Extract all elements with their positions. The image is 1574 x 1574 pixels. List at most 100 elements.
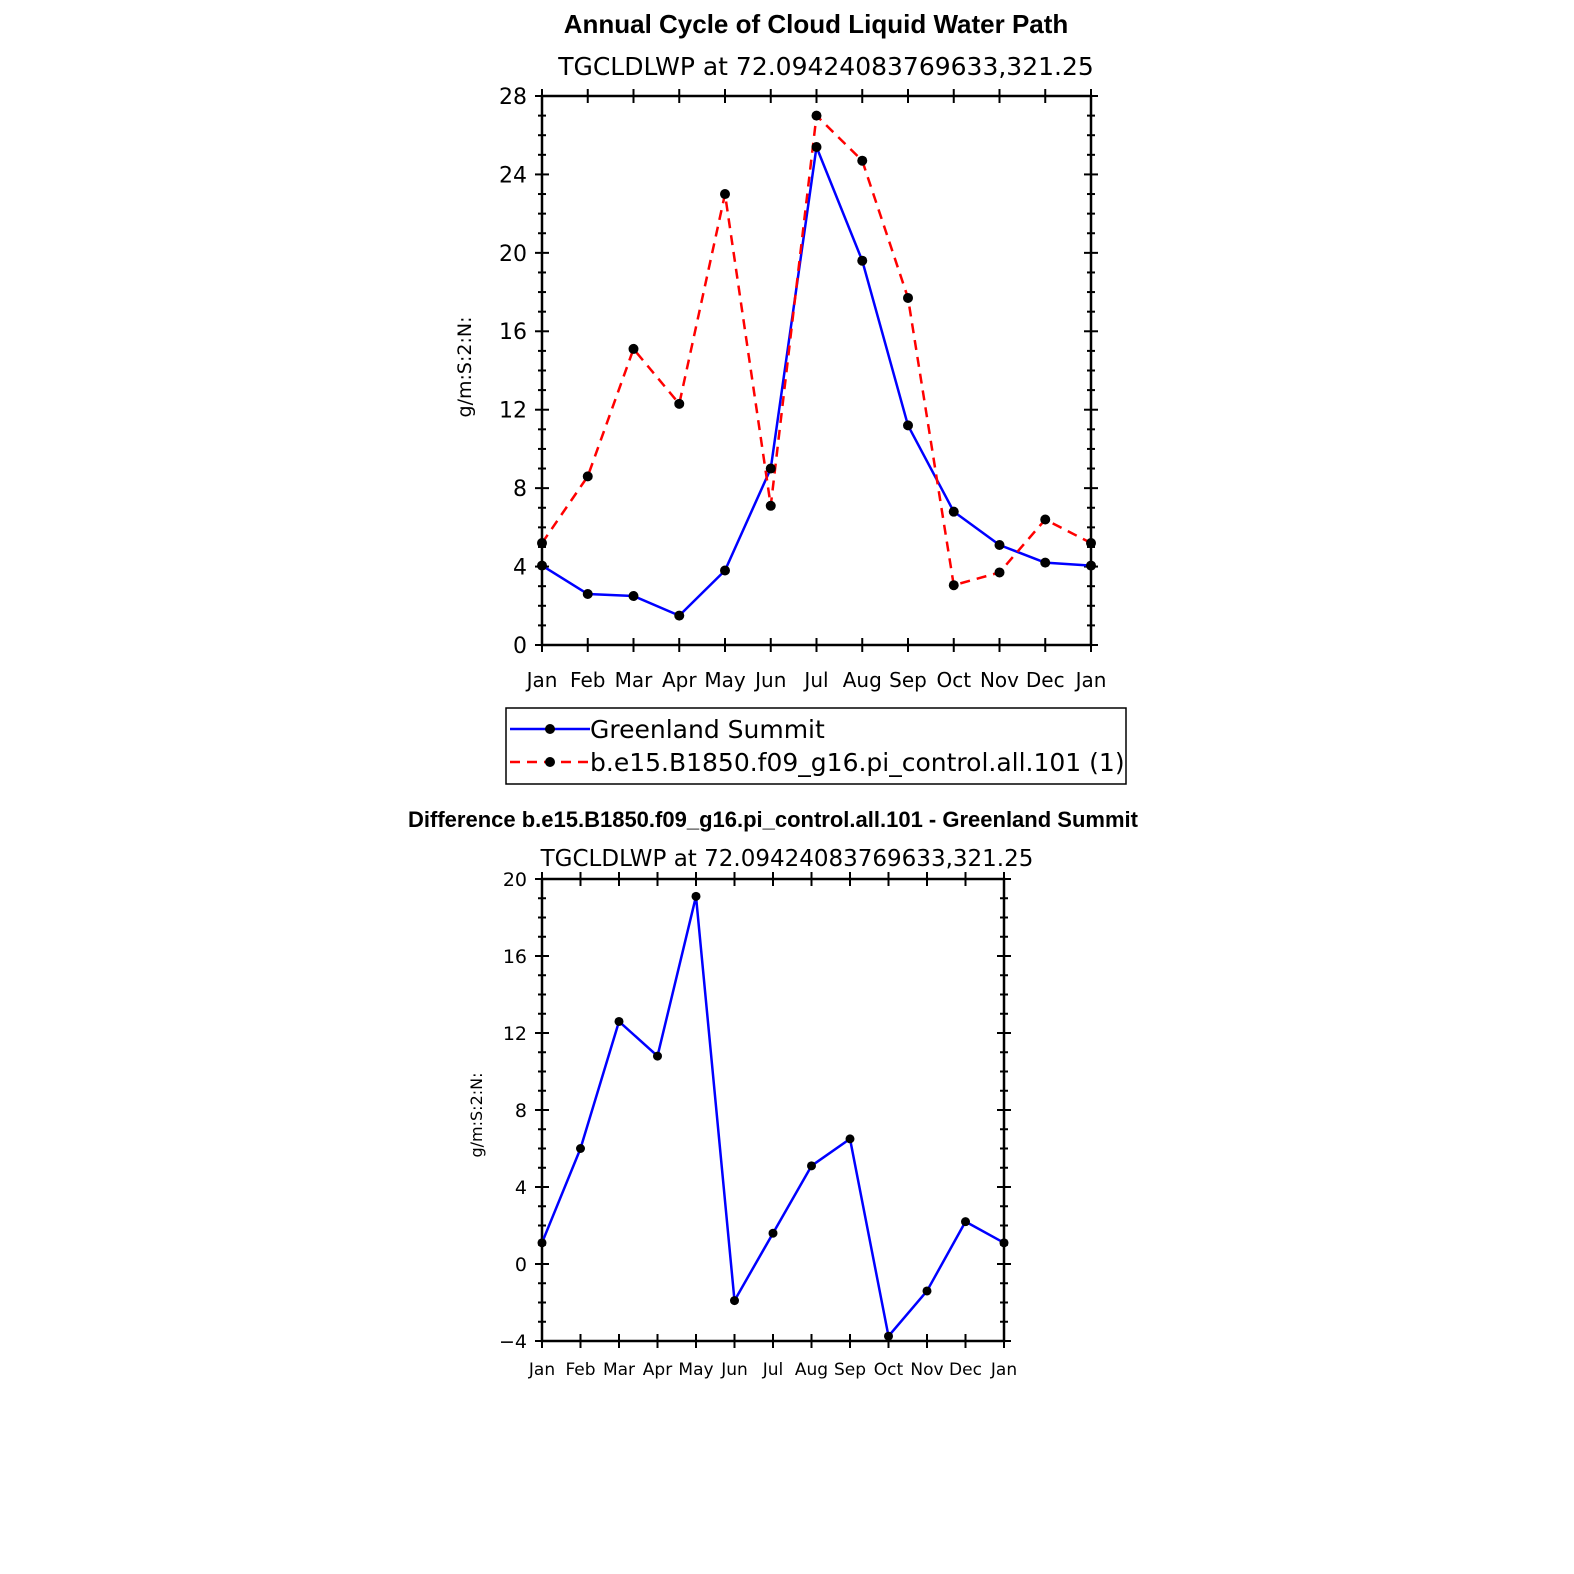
x-tick-label: Jun xyxy=(720,1360,748,1380)
data-point-0 xyxy=(730,1296,739,1305)
data-point-0 xyxy=(857,256,867,266)
data-point-0 xyxy=(537,561,547,571)
data-point-0 xyxy=(766,464,776,474)
data-point-0 xyxy=(629,591,639,601)
data-point-0 xyxy=(653,1052,662,1061)
axes-frame: 0 4 8 12 16 20 24 28 Jan Feb Mar Apr May Jun Jul Aug Sep… xyxy=(499,85,1106,692)
difference-chart: Difference b.e15.B1850.f09_g16.pi_contro… xyxy=(408,807,1139,1380)
data-point-0 xyxy=(846,1134,855,1143)
data-point-0 xyxy=(1086,561,1096,571)
data-point-0 xyxy=(923,1286,932,1295)
data-point-0 xyxy=(674,611,684,621)
y-tick-label: 24 xyxy=(499,163,527,188)
y-tick-label: 8 xyxy=(513,477,527,502)
data-point-1 xyxy=(1040,515,1050,525)
legend-label-model: b.e15.B1850.f09_g16.pi_control.all.101 (… xyxy=(590,748,1125,777)
data-point-0 xyxy=(903,420,913,430)
chart-title: Difference b.e15.B1850.f09_g16.pi_contro… xyxy=(408,807,1139,832)
x-tick-label: Sep xyxy=(889,668,927,692)
y-tick-label: 4 xyxy=(515,1177,527,1199)
plot-frame xyxy=(542,879,1004,1341)
x-tick-label: Apr xyxy=(662,668,697,692)
data-point-1 xyxy=(812,111,822,121)
data-point-0 xyxy=(538,1238,547,1247)
y-tick-label: 16 xyxy=(503,946,527,968)
data-point-0 xyxy=(583,589,593,599)
axes-frame: −4 0 4 8 12 16 20 Jan Feb Mar Apr May Jun Jul Aug Sep Oc… xyxy=(499,869,1017,1380)
data-point-1 xyxy=(995,567,1005,577)
data-point-0 xyxy=(1000,1238,1009,1247)
x-tick-label: Jul xyxy=(762,1360,784,1380)
data-point-1 xyxy=(629,344,639,354)
y-tick-label: 20 xyxy=(499,242,527,267)
data-point-0 xyxy=(1040,558,1050,568)
y-tick-label: 20 xyxy=(503,869,527,891)
x-tick-label: Aug xyxy=(795,1360,828,1380)
y-tick-label: −4 xyxy=(499,1331,527,1353)
plot-marks xyxy=(538,892,1009,1341)
y-tick-label: 8 xyxy=(515,1100,527,1122)
series-line-0 xyxy=(542,147,1091,616)
data-point-0 xyxy=(949,507,959,517)
x-tick-label: May xyxy=(704,668,746,692)
data-point-0 xyxy=(995,540,1005,550)
x-tick-label: Oct xyxy=(874,1360,904,1380)
legend-marker-model xyxy=(545,757,555,767)
x-tick-label: Jan xyxy=(1074,668,1107,692)
x-tick-label: Feb xyxy=(565,1360,595,1380)
data-point-0 xyxy=(961,1217,970,1226)
data-point-0 xyxy=(576,1144,585,1153)
annual-cycle-chart: Annual Cycle of Cloud Liquid Water Path … xyxy=(454,9,1106,692)
y-tick-label: 12 xyxy=(499,399,527,424)
data-point-1 xyxy=(949,580,959,590)
y-tick-label: 28 xyxy=(499,85,527,110)
data-point-1 xyxy=(903,293,913,303)
data-point-0 xyxy=(615,1017,624,1026)
legend-marker-greenland-summit xyxy=(545,724,555,734)
x-tick-label: Aug xyxy=(843,668,882,692)
data-point-0 xyxy=(720,565,730,575)
x-tick-label: Dec xyxy=(949,1360,982,1380)
chart-subtitle: TGCLDLWP at 72.09424083769633,321.25 xyxy=(557,52,1094,81)
y-tick-label: 0 xyxy=(513,634,527,659)
x-tick-label: Mar xyxy=(603,1360,635,1380)
x-tick-label: Feb xyxy=(570,668,605,692)
y-axis-label: g/m:S:2:N: xyxy=(454,317,476,418)
data-point-1 xyxy=(537,538,547,548)
y-tick-label: 16 xyxy=(499,320,527,345)
series-line-0 xyxy=(542,896,1004,1336)
x-tick-label: Jan xyxy=(525,668,558,692)
data-point-0 xyxy=(769,1229,778,1238)
x-tick-label: Jun xyxy=(753,668,786,692)
x-tick-label: Mar xyxy=(615,668,654,692)
legend-label-greenland-summit: Greenland Summit xyxy=(590,715,825,744)
y-tick-label: 12 xyxy=(503,1023,527,1045)
x-tick-label: May xyxy=(678,1360,713,1380)
x-tick-label: Jul xyxy=(802,668,828,692)
x-tick-label: Sep xyxy=(834,1360,866,1380)
x-tick-label: Nov xyxy=(980,668,1019,692)
data-point-1 xyxy=(583,471,593,481)
chart-subtitle: TGCLDLWP at 72.09424083769633,321.25 xyxy=(540,846,1034,872)
data-point-0 xyxy=(884,1332,893,1341)
data-point-0 xyxy=(692,892,701,901)
data-point-0 xyxy=(812,142,822,152)
y-tick-label: 0 xyxy=(515,1254,527,1276)
chart-title: Annual Cycle of Cloud Liquid Water Path xyxy=(564,9,1069,39)
data-point-1 xyxy=(766,501,776,511)
data-point-1 xyxy=(720,189,730,199)
x-tick-label: Oct xyxy=(936,668,971,692)
x-tick-label: Jan xyxy=(528,1360,555,1380)
y-tick-label: 4 xyxy=(513,555,527,580)
x-tick-label: Apr xyxy=(643,1360,672,1380)
data-point-1 xyxy=(857,156,867,166)
x-tick-label: Jan xyxy=(990,1360,1017,1380)
x-tick-label: Dec xyxy=(1026,668,1065,692)
x-tick-label: Nov xyxy=(910,1360,943,1380)
plot-marks xyxy=(537,111,1096,621)
data-point-1 xyxy=(674,399,684,409)
data-point-0 xyxy=(807,1161,816,1170)
data-point-1 xyxy=(1086,538,1096,548)
legend: Greenland Summit b.e15.B1850.f09_g16.pi_… xyxy=(506,708,1126,784)
